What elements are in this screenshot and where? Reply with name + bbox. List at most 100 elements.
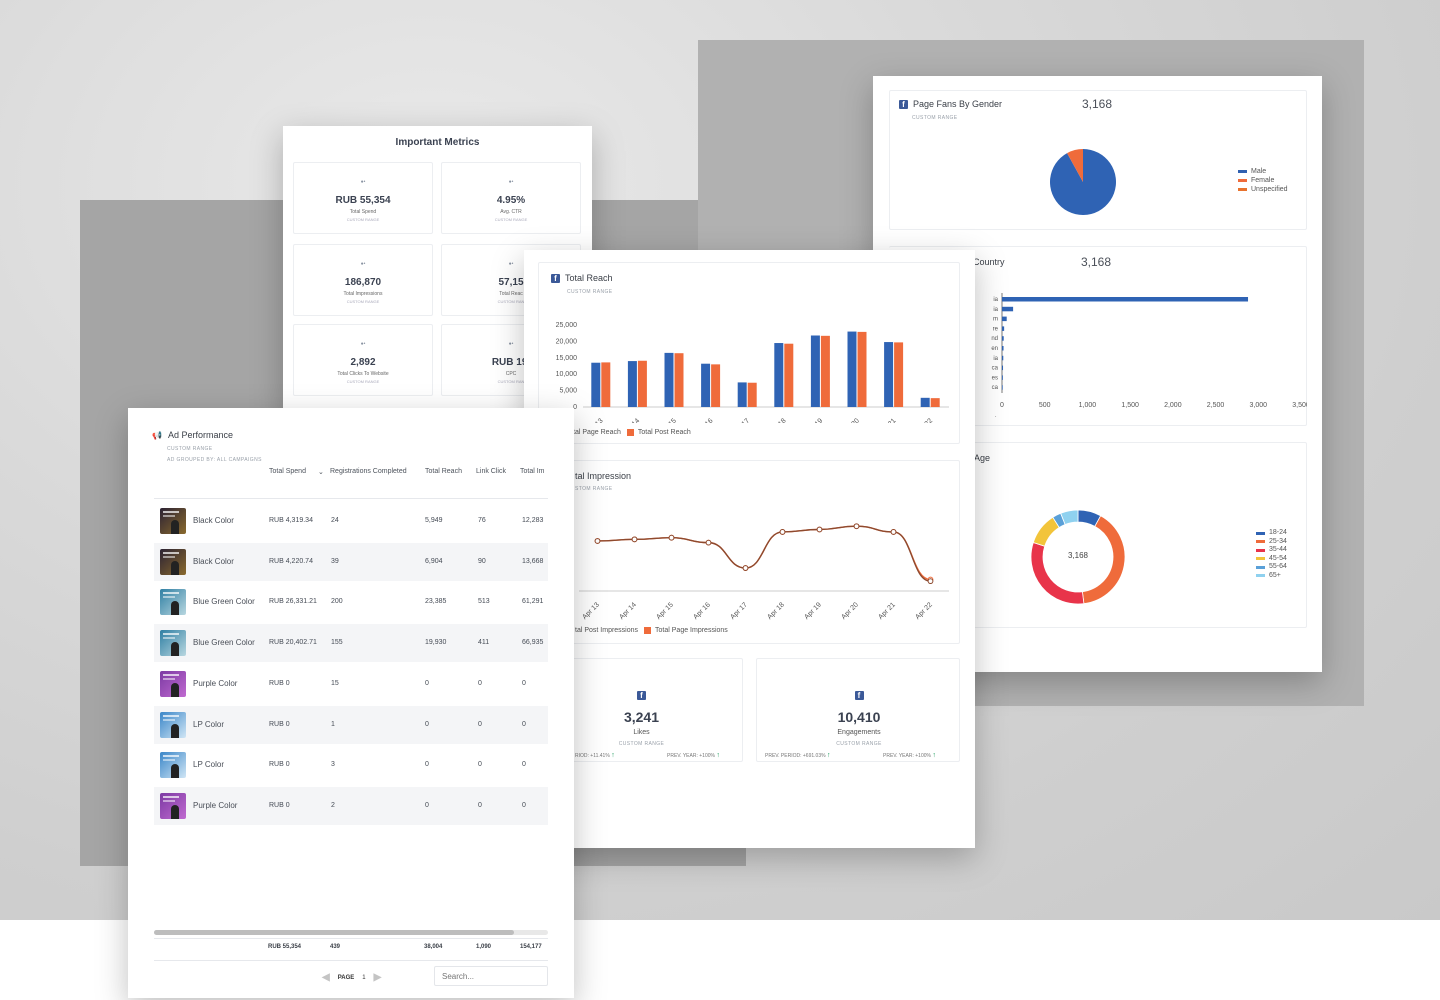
legend-swatch: [1256, 531, 1265, 535]
impression-card: tal Impression stom range Apr 13 Apr 14 Ap…: [538, 460, 960, 644]
ad-reach: 0: [425, 761, 429, 769]
metric-range: custom ran: [497, 379, 525, 384]
x-tick-label: 500: [1039, 402, 1051, 409]
y-tick-label: 5,000: [559, 388, 577, 395]
metric-range: custom range: [346, 217, 380, 222]
arrow-up-icon: ↑: [611, 752, 615, 759]
x-tick-label: Apr 21: [877, 601, 897, 621]
total-imp: 154,177: [520, 944, 542, 950]
ad-registrations: 1: [331, 720, 335, 728]
reach-bar: [920, 397, 930, 407]
ad-title: Ad Performance: [167, 430, 233, 440]
age-legend-item[interactable]: 55-64: [1256, 563, 1287, 572]
ad-registrations: 3: [331, 761, 335, 769]
table-row[interactable]: LP Color RUB 0 3 0 0 0: [154, 746, 548, 784]
likes-label: Likes: [633, 729, 650, 736]
gender-legend-item[interactable]: Male: [1238, 167, 1288, 176]
country-bar: [1002, 355, 1004, 361]
col-total-reach[interactable]: Total Reach: [425, 468, 462, 475]
metric-card: ●• RUB 55,354 Total Spend custom range: [293, 162, 433, 234]
ad-name: Purple Color: [193, 678, 238, 688]
x-tick-label: 2,000: [1164, 402, 1182, 409]
col-link-click[interactable]: Link Click: [476, 468, 506, 475]
table-row[interactable]: Purple Color RUB 0 2 0 0 0: [154, 786, 548, 825]
sort-chevron-icon[interactable]: ⌄: [318, 469, 324, 476]
impression-point: [816, 526, 823, 533]
reach-bar: [784, 343, 794, 407]
table-row[interactable]: Blue Green Color RUB 26,331.21 200 23,385 51…: [154, 583, 548, 621]
reach-bar: [820, 335, 830, 407]
impression-point: [927, 578, 934, 585]
ad-name: Black Color: [193, 556, 234, 566]
legend-label: 35-44: [1269, 546, 1287, 553]
country-label: m: [993, 317, 998, 323]
x-tick-label: Apr 13: [581, 601, 601, 621]
gender-legend-item[interactable]: Unspecified: [1238, 185, 1288, 194]
reach-bar: [711, 364, 721, 407]
ad-thumbnail: [160, 670, 186, 697]
x-tick-label: Apr 22: [915, 417, 935, 423]
ad-spend: RUB 0: [269, 801, 290, 809]
age-legend-item[interactable]: 25-34: [1256, 538, 1287, 547]
ad-thumbnail: [160, 589, 186, 616]
legend-swatch: [1256, 574, 1265, 578]
country-label: ia: [993, 307, 998, 313]
age-legend-item[interactable]: 65+: [1256, 572, 1287, 581]
table-row[interactable]: Blue Green Color RUB 20,402.71 155 19,930 41…: [154, 624, 548, 663]
table-row[interactable]: LP Color RUB 0 1 0 0 0: [154, 705, 548, 744]
table-row[interactable]: Purple Color RUB 0 15 0 0 0: [154, 665, 548, 703]
impression-point: [890, 529, 897, 535]
x-tick-label: 3,000: [1250, 402, 1268, 409]
metric-value: RUB 55,354: [335, 195, 391, 206]
facebook-icon: f: [551, 273, 560, 283]
country-bar: [1002, 306, 1014, 312]
col-registrations[interactable]: Registrations Completed: [330, 468, 407, 475]
country-title: Country: [973, 257, 1005, 267]
metric-value: RUB 19.: [491, 357, 531, 368]
country-total: 3,168: [1081, 255, 1112, 269]
reach-bar: [847, 331, 857, 407]
age-legend-item[interactable]: 18-24: [1256, 529, 1287, 538]
legend-swatch: [1256, 557, 1265, 561]
reach-bar: [774, 343, 784, 407]
x-tick-label: Apr 22: [914, 601, 934, 621]
ad-impressions: 0: [522, 679, 526, 687]
ad-link-click: 90: [478, 557, 486, 565]
ad-reach: 19,930: [425, 639, 447, 647]
horizontal-scrollbar[interactable]: [154, 930, 548, 935]
engagements-range: custom range: [836, 741, 882, 747]
next-page-icon[interactable]: ▶: [373, 972, 382, 983]
metric-icon: ●•: [360, 261, 366, 267]
likes-prev-year-text: PREV. YEAR: +100%: [667, 753, 715, 759]
engagements-label: Engagements: [837, 729, 881, 736]
col-total-spend[interactable]: Total Spend: [269, 468, 306, 475]
table-row[interactable]: Black Color RUB 4,319.34 24 5,949 76 12,283: [154, 502, 548, 540]
gender-legend-item[interactable]: Female: [1238, 176, 1288, 185]
search-input[interactable]: [434, 966, 548, 986]
age-legend-item[interactable]: 35-44: [1256, 546, 1287, 555]
scrollbar-thumb[interactable]: [154, 930, 514, 935]
impression-series-line: [597, 525, 931, 581]
page-number[interactable]: 1: [362, 974, 366, 981]
ad-thumbnail: [160, 752, 186, 779]
legend-label: 18-24: [1269, 529, 1287, 536]
col-total-impressions[interactable]: Total Im: [520, 468, 545, 475]
x-tick-label: 2,500: [1207, 402, 1225, 409]
ad-registrations: 39: [331, 557, 339, 565]
ad-impressions: 0: [522, 801, 526, 809]
age-legend-item[interactable]: 45-54: [1256, 555, 1287, 564]
reach-bar: [737, 382, 747, 407]
ad-thumbnail: [160, 711, 186, 738]
ad-registrations: 200: [331, 598, 343, 606]
table-row[interactable]: Black Color RUB 4,220.74 39 6,904 90 13,668: [154, 542, 548, 581]
reach-title: Total Reach: [565, 273, 613, 283]
country-bar-chart: ia ia m re nd en ia ca es ca 0 500 1,000 1,500 2,000 2,…: [991, 293, 1307, 417]
country-bar: [1002, 297, 1249, 302]
x-tick-label: Apr 20: [840, 601, 860, 621]
ad-impressions: 0: [522, 720, 526, 728]
ad-name: Blue Green Color: [193, 597, 255, 607]
ad-registrations: 155: [331, 639, 343, 647]
engagements-prev-year: PREV. YEAR: +100% ↑: [883, 752, 936, 759]
prev-page-icon[interactable]: ◀: [322, 972, 330, 983]
x-tick-label: Apr 15: [655, 601, 675, 621]
